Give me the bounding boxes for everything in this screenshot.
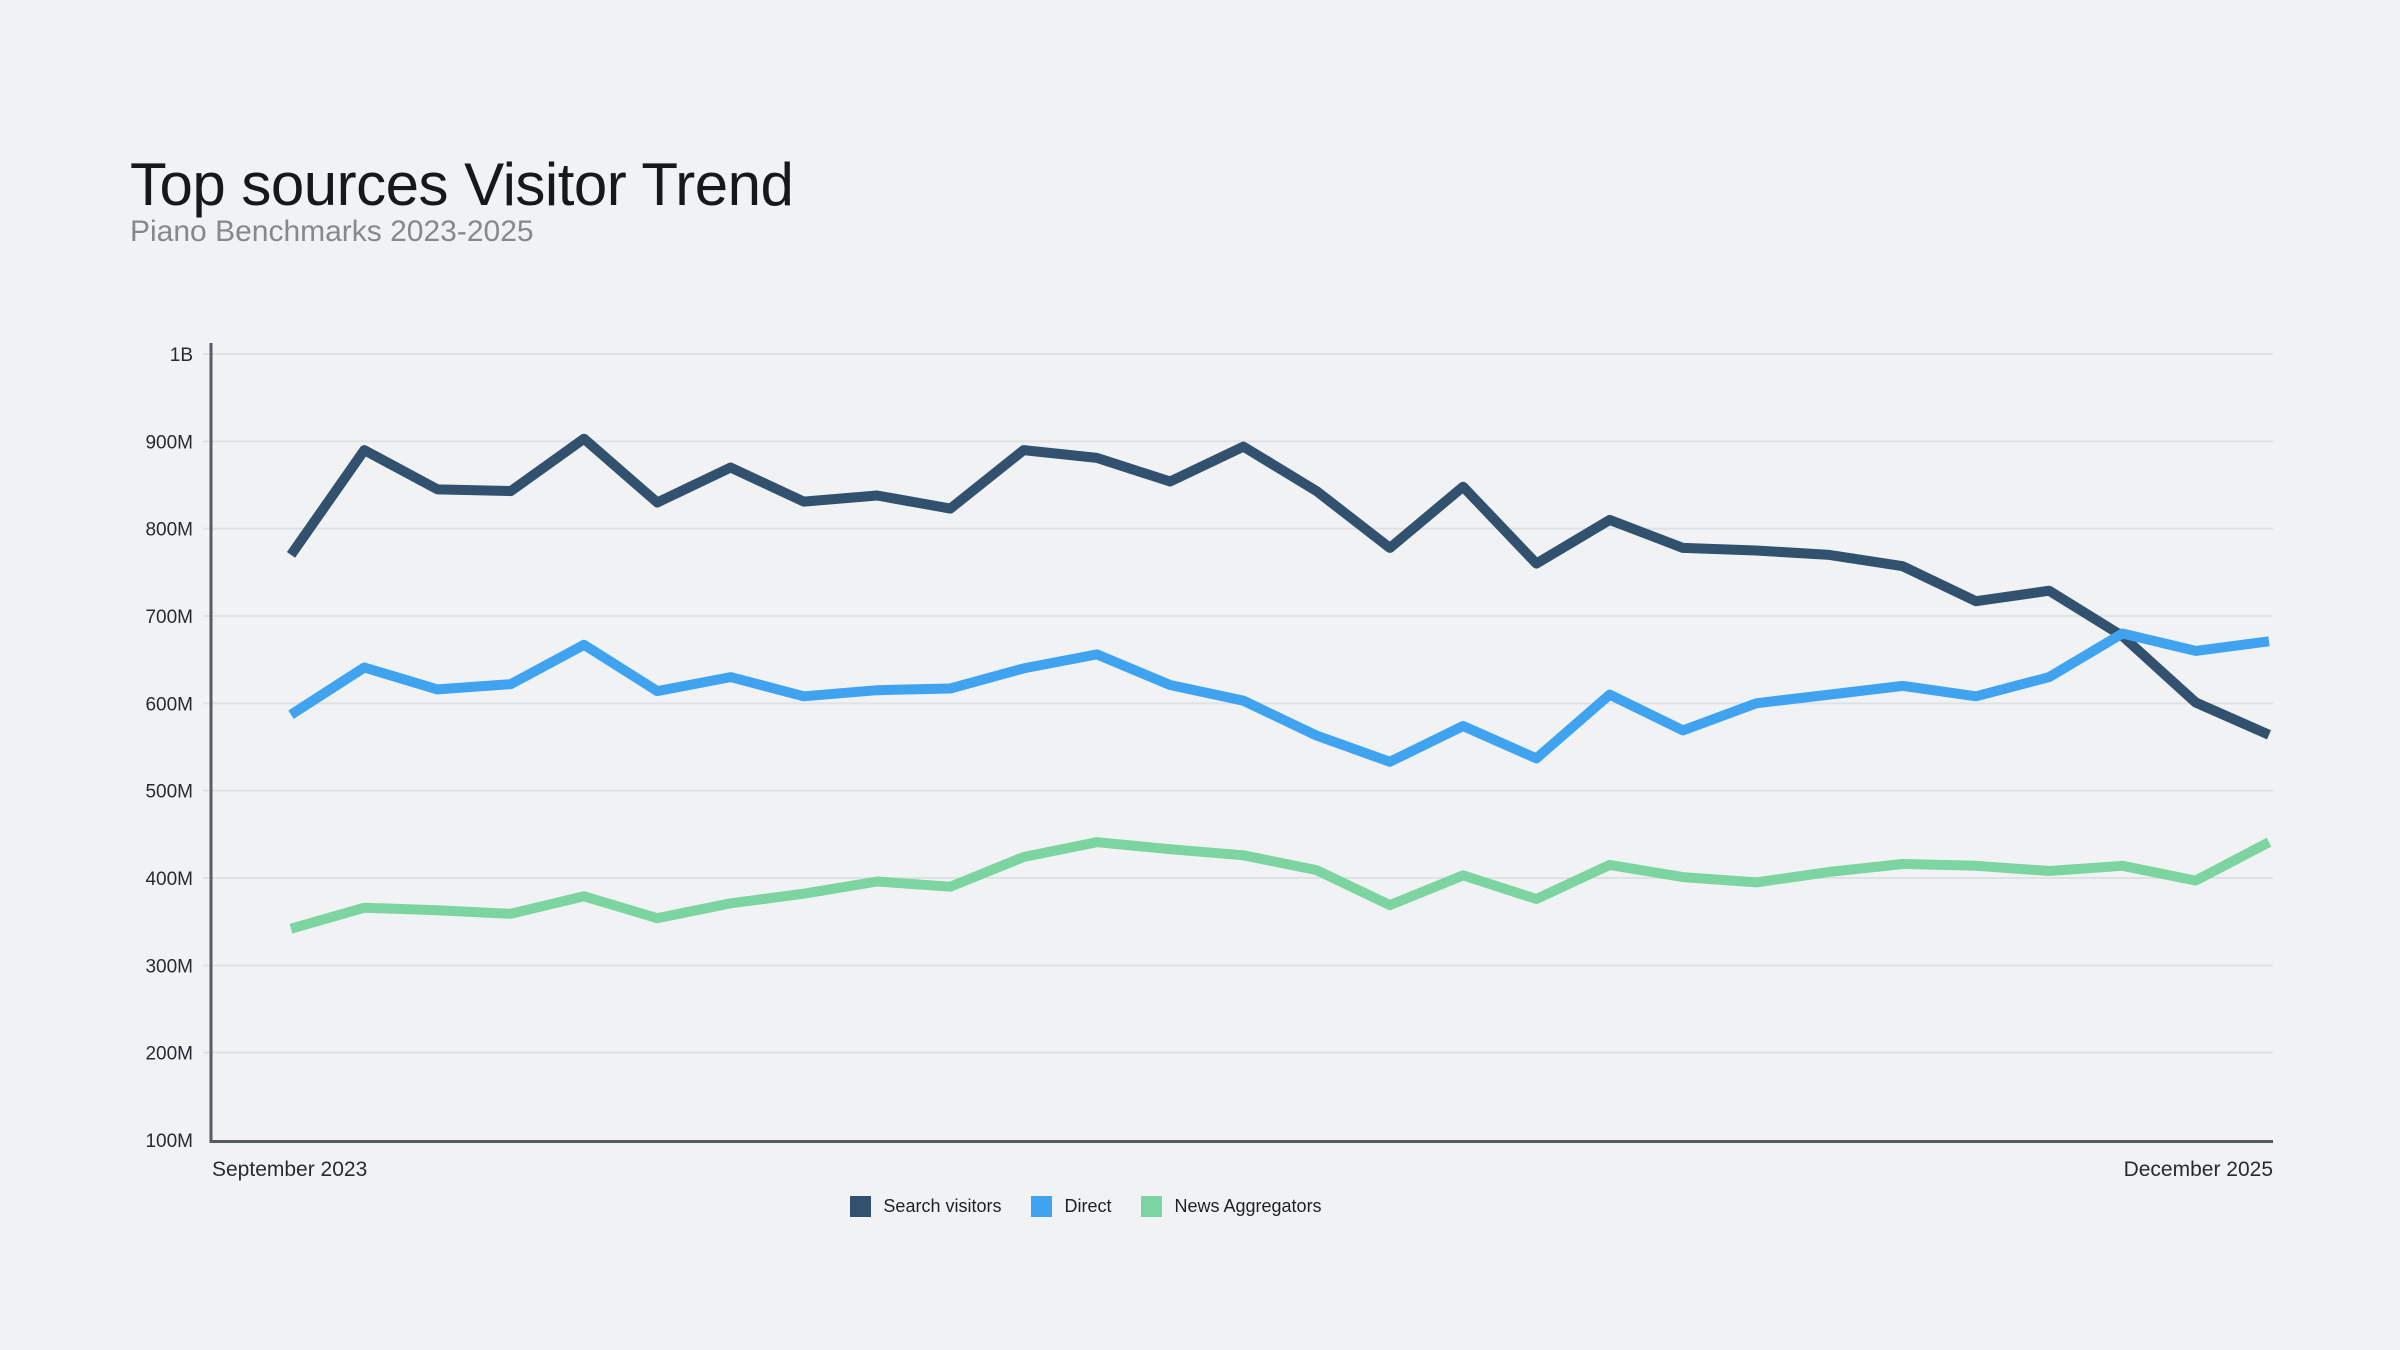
x-axis-label-start: September 2023 — [212, 1158, 368, 1181]
y-tick-label: 100M — [145, 1131, 193, 1152]
legend-label-search-visitors: Search visitors — [883, 1196, 1002, 1216]
series-line-search-visitors — [286, 433, 2272, 740]
legend-item-search-visitors: Search visitors — [850, 1196, 1001, 1217]
y-tick-label: 300M — [145, 956, 193, 977]
series-line-news-aggregators — [289, 837, 2272, 934]
y-tick-label: 700M — [145, 607, 193, 628]
y-tick-label: 600M — [145, 694, 193, 715]
direct-swatch-icon — [1031, 1196, 1053, 1217]
y-tick-label: 500M — [145, 782, 193, 803]
x-axis-label-end: December 2025 — [2123, 1158, 2273, 1181]
y-tick-label: 200M — [145, 1044, 193, 1065]
y-tick-label: 900M — [145, 432, 193, 453]
page-subtitle: Piano Benchmarks 2023-2025 — [130, 215, 534, 248]
legend-item-news-aggregators: News Aggregators — [1141, 1196, 1322, 1217]
y-tick-label: 1B — [170, 345, 193, 366]
search-visitors-swatch-icon — [850, 1196, 872, 1217]
news-aggregators-swatch-icon — [1141, 1196, 1163, 1217]
legend-label-news-aggregators: News Aggregators — [1174, 1196, 1322, 1216]
y-tick-label: 400M — [145, 869, 193, 890]
legend-item-direct: Direct — [1031, 1196, 1111, 1217]
legend-label-direct: Direct — [1064, 1196, 1112, 1216]
legend: Search visitors Direct News Aggregators — [0, 1196, 2286, 1217]
series-line-direct — [288, 628, 2270, 767]
page-title: Top sources Visitor Trend — [130, 151, 794, 219]
y-tick-label: 800M — [145, 520, 193, 541]
